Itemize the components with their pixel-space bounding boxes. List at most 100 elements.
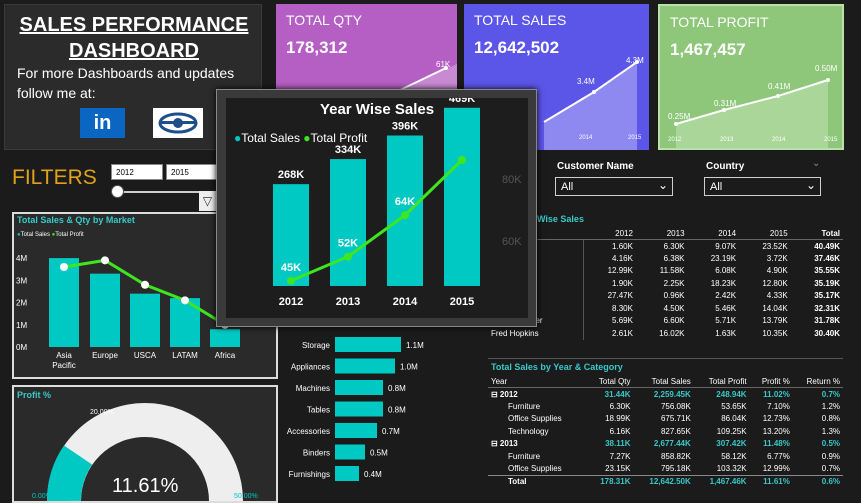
- category-label: Accessories: [287, 427, 330, 436]
- category-bar: [335, 444, 365, 460]
- market-legend-sales: Total Sales: [20, 232, 50, 238]
- title-panel: SALES PERFORMANCE DASHBOARD For more Das…: [4, 4, 262, 150]
- market-x-label: Africa: [215, 351, 236, 360]
- filter-icon[interactable]: ▽: [199, 191, 216, 211]
- table-cell: 35.17K: [814, 291, 840, 301]
- table-row[interactable]: ⊟ 2012 31.44K 2,259.45K 248.94K 11.02% 0.7%: [488, 388, 843, 401]
- table-row[interactable]: 8.30K 4.50K 5.46K 14.04K 32.31K: [488, 302, 843, 315]
- category-label: Furnishings: [289, 470, 330, 479]
- year-slider-track: [118, 191, 218, 193]
- year-to-input[interactable]: 2015: [166, 164, 218, 180]
- customer-table-header: me2012201320142015Total: [488, 227, 843, 240]
- table-row[interactable]: Fred Hopkins 2.61K 16.02K 1.63K 10.35K 30.40K: [488, 327, 843, 340]
- table-cell: ⊟ 2012: [491, 389, 518, 399]
- year-from-input[interactable]: 2012: [111, 164, 163, 180]
- year-category-header-cell[interactable]: Total Profit: [693, 375, 750, 388]
- market-sales-bar: [90, 273, 120, 347]
- category-value-label: 0.5M: [370, 449, 388, 458]
- kpi-sales-mid-label: 3.4M: [577, 77, 595, 86]
- kpi-profit-pt-2015: 0.50M: [815, 64, 838, 73]
- profit-gauge-max: 50.00%: [234, 493, 258, 500]
- table-cell: 6.16K: [609, 426, 631, 436]
- market-y-tick: 0M: [16, 343, 27, 352]
- category-value-label: 0.8M: [388, 384, 406, 393]
- popup-chart-svg: 268K 2012 334K 2013 396K 2014 469K 2015 45K 52K 64…: [273, 98, 480, 308]
- kpi-qty-end-label: 61K: [436, 60, 451, 69]
- customer-table-header-cell[interactable]: 2013: [635, 227, 688, 240]
- table-cell: 18.99K: [605, 414, 631, 424]
- popup-legend: ●Total Sales ●Total Profit: [234, 131, 368, 145]
- table-cell: 5.69K: [583, 314, 636, 327]
- table-row[interactable]: Office Supplies 23.15K 795.18K 103.32K 12.99…: [488, 463, 843, 476]
- table-cell: 23.52K: [762, 241, 788, 251]
- customer-dropdown[interactable]: All ⌄: [555, 177, 673, 196]
- table-row[interactable]: 27.47K 0.96K 2.42K 4.33K 35.17K: [488, 289, 843, 302]
- table-row[interactable]: Natalie Fritzler5.69K6.60K5.71K13.79K31.…: [488, 314, 843, 327]
- popup-profit-point: [344, 252, 352, 261]
- eye-logo-icon[interactable]: [153, 108, 203, 138]
- country-collapse-icon[interactable]: ⌄: [812, 158, 821, 169]
- year-category-header-cell[interactable]: Return %: [792, 375, 843, 388]
- customer-table-header-cell[interactable]: Total: [790, 227, 843, 240]
- table-cell: 1.2%: [821, 401, 840, 411]
- table-cell: 6.60K: [663, 316, 685, 326]
- market-x-label: USCA: [134, 351, 157, 360]
- table-cell: 86.04K: [721, 414, 747, 424]
- table-cell: 12,642.50K: [633, 474, 694, 488]
- table-cell: 6.38K: [663, 253, 685, 263]
- category-value-label: 1.1M: [406, 341, 424, 350]
- popup-profit-point: [287, 276, 295, 285]
- year-category-header-cell[interactable]: Year: [488, 375, 586, 388]
- table-cell: 0.9%: [821, 451, 840, 461]
- table-row[interactable]: Furniture 7.27K 858.82K 58.12K 6.77% 0.9%: [488, 450, 843, 463]
- linkedin-icon[interactable]: in: [80, 108, 125, 138]
- table-cell: 14.04K: [762, 303, 788, 313]
- category-bar: [335, 401, 383, 417]
- table-cell: 0.7%: [821, 389, 840, 399]
- year-slider-handle[interactable]: [111, 185, 124, 198]
- customer-table-header-cell[interactable]: 2012: [583, 227, 636, 240]
- table-cell: 23.19K: [710, 253, 737, 263]
- table-cell: 4.90K: [766, 266, 788, 276]
- category-bar: [335, 466, 359, 481]
- table-row[interactable]: 12.99K 11.58K 6.08K 4.90K 35.55K: [488, 264, 843, 277]
- popup-sales-label: 268K: [278, 169, 304, 181]
- table-cell: 7.27K: [609, 451, 631, 461]
- table-cell: 11.02%: [763, 389, 790, 399]
- table-row[interactable]: Furniture 6.30K 756.08K 53.65K 7.10% 1.2%: [488, 400, 843, 413]
- kpi-profit-x-2013: 2013: [720, 137, 734, 143]
- customer-table-panel: Wise Sales me2012201320142015Totalk1.60K…: [488, 211, 843, 353]
- table-cell: 35.19K: [814, 278, 840, 288]
- table-cell: 58.12K: [721, 451, 747, 461]
- table-row[interactable]: Office Supplies 18.99K 675.71K 86.04K 12.73%…: [488, 413, 843, 426]
- table-cell: 12.80K: [762, 278, 788, 288]
- year-category-header-cell[interactable]: Total Qty: [585, 375, 634, 388]
- table-cell: 0.96K: [663, 291, 685, 301]
- market-y-tick: 3M: [16, 276, 27, 285]
- table-cell: 6.77%: [767, 451, 790, 461]
- category-bar: [335, 337, 401, 352]
- table-cell: 1.63K: [715, 328, 737, 338]
- table-cell: 1.90K: [583, 277, 636, 290]
- table-row[interactable]: ⊟ 2013 38.11K 2,677.44K 307.42K 11.48% 0.5%: [488, 438, 843, 451]
- country-dropdown[interactable]: All ⌄: [704, 177, 821, 196]
- popup-sales-label: 334K: [335, 144, 361, 156]
- year-category-header-cell[interactable]: Total Sales: [633, 375, 694, 388]
- table-cell: 6.08K: [715, 266, 737, 276]
- table-row[interactable]: Total 178.31K 12,642.50K 1,467.46K 11.61% 0.6…: [488, 474, 843, 488]
- popup-sales-bar: [330, 159, 366, 286]
- popup-profit-label: 64K: [395, 196, 415, 208]
- popup-sales-bar: [273, 184, 309, 286]
- year-category-header-cell[interactable]: Profit %: [749, 375, 793, 388]
- kpi-profit-area: [674, 78, 830, 148]
- customer-table-header-cell[interactable]: 2015: [739, 227, 791, 240]
- popup-x-label: 2013: [336, 296, 360, 308]
- table-row[interactable]: Technology 6.16K 827.65K 109.25K 13.20% 1.3%: [488, 425, 843, 438]
- table-cell: 27.47K: [583, 289, 636, 302]
- table-cell: 178.31K: [585, 474, 634, 488]
- customer-table-header-cell[interactable]: 2014: [687, 227, 740, 240]
- market-profit-point: [101, 256, 109, 265]
